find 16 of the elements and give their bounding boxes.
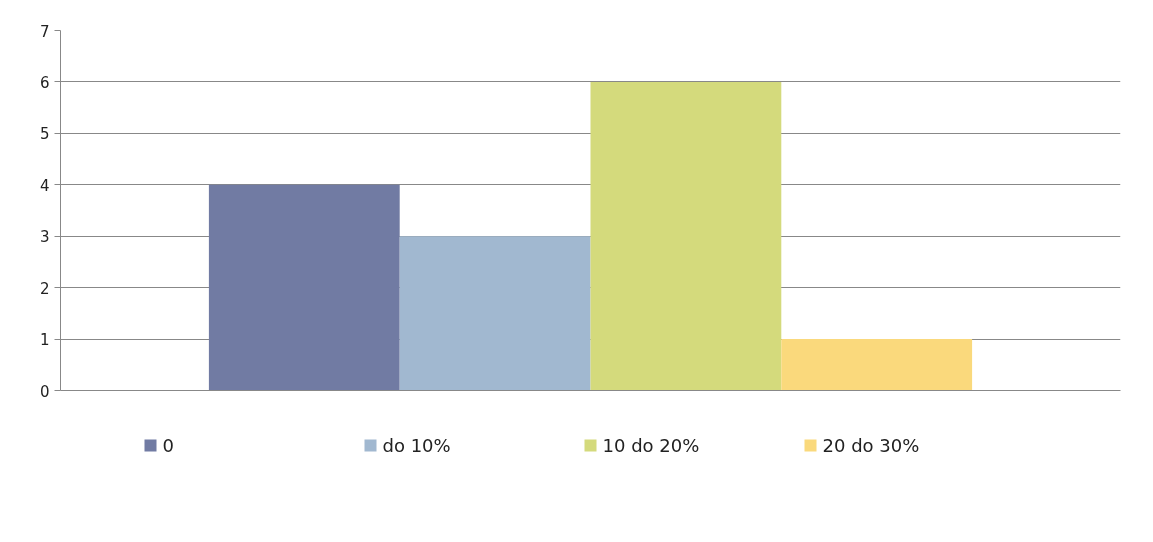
legend-label: 20 do 30% — [822, 435, 920, 456]
y-tick-label: 4 — [39, 176, 50, 195]
bar — [781, 339, 973, 391]
y-tick-label: 2 — [39, 279, 50, 298]
y-tick-label: 6 — [39, 73, 50, 92]
y-tick-label: 7 — [39, 22, 50, 41]
y-tick-label: 1 — [39, 331, 50, 350]
bar — [399, 236, 591, 391]
legend-label: do 10% — [382, 435, 451, 456]
bar — [208, 184, 400, 391]
y-tick-label: 3 — [39, 228, 50, 247]
y-tick-label: 0 — [39, 382, 50, 401]
y-tick-label: 5 — [39, 125, 50, 144]
legend-label: 0 — [162, 435, 174, 456]
legend-label: 10 do 20% — [602, 435, 700, 456]
bar — [590, 81, 782, 391]
